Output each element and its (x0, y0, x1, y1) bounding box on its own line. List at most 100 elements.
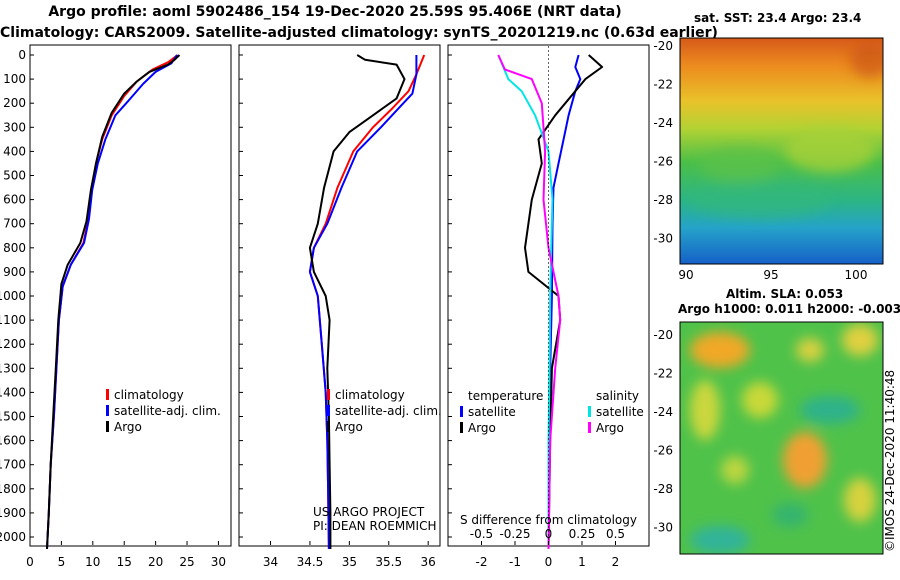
map-y-tick-label: -28 (653, 482, 673, 496)
depth-tick-label: 200 (3, 96, 26, 110)
top-tick-label: 0.5 (606, 527, 625, 541)
map-y-tick-label: -28 (653, 193, 673, 207)
depth-tick-label: 500 (3, 169, 26, 183)
x-tick-label: 15 (117, 555, 132, 569)
x-tick-label: 5 (58, 555, 66, 569)
sla-map-y-axis: -20 -22 -24 -26 -28 -30 (653, 328, 673, 535)
legend-swatch-climatology (327, 389, 330, 400)
depth-tick-label: 1800 (0, 482, 26, 496)
x-tick-label: -1 (509, 555, 521, 569)
depth-tick-label: 1100 (0, 313, 26, 327)
series-line-argo (524, 54, 604, 550)
imos-credit: ©IMOS 24-Dec-2020 11:40:48 (883, 370, 897, 552)
sst-map: sat. SST: 23.4 Argo: 23.4 -20 -22 -24 -26 -2… (653, 11, 884, 282)
sla-map-frame (679, 321, 884, 555)
project-credit-line2: PI: DEAN ROEMMICH (313, 519, 436, 533)
legend-label-temp-satellite: satellite (468, 405, 516, 419)
series-line-satellite-adj-clim- (308, 55, 418, 550)
project-credit-line1: US ARGO PROJECT (313, 505, 425, 519)
series-line-climatology (46, 54, 179, 550)
legend-swatch-temp-satellite (460, 406, 463, 417)
x-tick-label: -2 (476, 555, 488, 569)
depth-tick-label: 1400 (0, 385, 26, 399)
legend-label-temp-argo: Argo (468, 421, 496, 435)
legend-label-sal-argo: Argo (596, 421, 624, 435)
depth-tick-label: 1300 (0, 361, 26, 375)
top-tick-label: -0.25 (499, 527, 530, 541)
depth-tick-label: 0 (18, 48, 26, 62)
sst-map-y-axis: -20 -22 -24 -26 -28 -30 (653, 39, 673, 246)
map-y-tick-label: -26 (653, 444, 673, 458)
x-tick-label: 35.5 (375, 555, 402, 569)
x-tick-label: 35 (342, 555, 357, 569)
depth-tick-label: 800 (3, 241, 26, 255)
sla-map-title-line1: Altim. SLA: 0.053 (726, 287, 843, 301)
map-x-tick-label: 90 (678, 268, 693, 282)
legend-label-argo: Argo (335, 420, 363, 434)
map-x-tick-label: 95 (763, 268, 778, 282)
series-line-argo (46, 54, 181, 550)
x-tick-label: 0 (545, 555, 553, 569)
difference-top-axis: -0.5 -0.25 0 0.25 0.5 (470, 527, 625, 541)
difference-legend: temperature satellite Argo salinity sate… (460, 389, 644, 527)
legend-swatch-satellite (106, 405, 109, 416)
depth-tick-label: 1500 (0, 410, 26, 424)
x-tick-label: 1 (578, 555, 586, 569)
depth-tick-label: 600 (3, 193, 26, 207)
legend-swatch-climatology (106, 389, 109, 400)
legend-title-temperature: temperature (468, 389, 543, 403)
sst-map-title: sat. SST: 23.4 Argo: 23.4 (694, 11, 861, 25)
difference-x-axis: -2 -1 0 1 2 (476, 541, 620, 569)
legend-swatch-satellite (327, 405, 330, 416)
depth-axis: 0 100 200 300 400 500 600 700 800 900 1000 1100 1200… (0, 48, 452, 544)
map-y-tick-label: -20 (653, 39, 673, 53)
legend-swatch-sal-argo (588, 422, 591, 433)
x-tick-label: 30 (211, 555, 226, 569)
sst-map-x-axis: 90 95 100 (678, 268, 867, 282)
series-line-satellite-adj-clim- (46, 54, 178, 550)
depth-tick-label: 2000 (0, 530, 26, 544)
legend-label-satellite: satellite-adj. clim. (335, 404, 442, 418)
map-y-tick-label: -24 (653, 116, 673, 130)
legend-swatch-sal-satellite (588, 406, 591, 417)
legend-label-argo: Argo (114, 420, 142, 434)
depth-tick-label: 700 (3, 217, 26, 231)
legend-label-climatology: climatology (335, 388, 405, 402)
temperature-x-axis: 0 5 10 15 20 25 30 (26, 541, 226, 569)
series-line-argo (308, 54, 406, 549)
legend-swatch-argo (327, 421, 330, 432)
x-tick-label: 25 (179, 555, 194, 569)
depth-tick-label: 1700 (0, 458, 26, 472)
map-y-tick-label: -22 (653, 367, 673, 381)
x-tick-label: 10 (85, 555, 100, 569)
map-y-tick-label: -20 (653, 328, 673, 342)
map-y-tick-label: -22 (653, 78, 673, 92)
legend-title-salinity: salinity (596, 389, 639, 403)
x-tick-label: 34.5 (297, 555, 324, 569)
series-line-satellite (497, 54, 554, 549)
depth-tick-label: 1900 (0, 506, 26, 520)
plot-title-line1: Argo profile: aoml 5902486_154 19-Dec-20… (48, 4, 622, 20)
sla-map: Altim. SLA: 0.053 Argo h1000: 0.011 h200… (653, 287, 900, 555)
top-tick-label: 0.25 (569, 527, 596, 541)
top-tick-label: -0.5 (470, 527, 493, 541)
x-tick-label: 20 (148, 555, 163, 569)
map-x-tick-label: 100 (845, 268, 868, 282)
legend-label-climatology: climatology (114, 388, 184, 402)
map-y-tick-label: -24 (653, 405, 673, 419)
difference-series (497, 54, 604, 550)
legend-label-sal-satellite: satellite (596, 405, 644, 419)
depth-tick-label: 1200 (0, 337, 26, 351)
x-tick-label: 2 (612, 555, 620, 569)
plot-title-line2: Climatology: CARS2009. Satellite-adjuste… (0, 25, 718, 41)
salinity-panel-frame (238, 44, 441, 547)
depth-tick-label: 400 (3, 144, 26, 158)
x-tick-label: 34 (263, 555, 278, 569)
salinity-x-axis: 34 34.5 35 35.5 36 (263, 541, 436, 569)
temperature-legend: climatology satellite-adj. clim. Argo (106, 388, 221, 434)
depth-tick-label: 100 (3, 72, 26, 86)
x-tick-label: 0 (26, 555, 34, 569)
map-y-tick-label: -26 (653, 155, 673, 169)
difference-top-axis-label: S difference from climatology (460, 513, 637, 527)
